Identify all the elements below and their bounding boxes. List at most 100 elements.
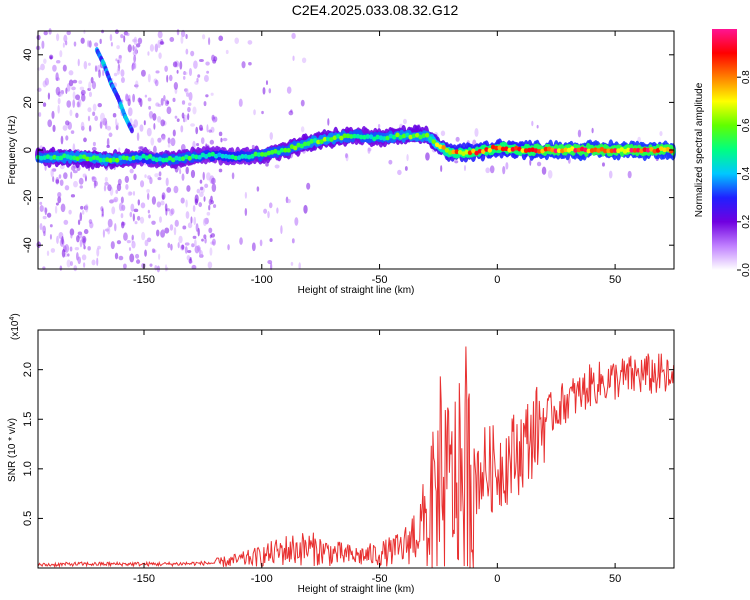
spectrogram-noise-point	[160, 200, 165, 206]
spectrogram-noise-point	[66, 30, 71, 36]
spectrogram-ridge-point	[322, 136, 328, 142]
spectrogram-noise-point	[256, 186, 260, 192]
spectrogram-ridge-point	[335, 133, 341, 139]
spectrogram-noise-point	[99, 38, 102, 45]
snr-x-tick-label: -150	[133, 573, 155, 585]
spectrogram-noise-point	[80, 121, 85, 130]
spectrogram-ridge-point	[220, 153, 225, 159]
spectrogram-noise-point	[116, 67, 121, 75]
spectrogram-noise-point	[455, 136, 460, 142]
spectrogram-y-tick-label: -40	[22, 237, 34, 253]
spectrogram-noise-point	[227, 244, 230, 251]
spectrogram-ridge-point	[609, 148, 615, 154]
spectrogram-noise-point	[88, 219, 93, 224]
spectrogram-noise-point	[132, 213, 135, 222]
spectrogram-noise-point	[46, 250, 50, 257]
spectrogram-noise-point	[103, 184, 107, 192]
spectrogram-noise-point	[79, 86, 85, 91]
spectrogram-noise-point	[55, 202, 59, 206]
spectrogram-ridge-point	[203, 154, 209, 159]
spectrogram-noise-point	[220, 137, 223, 143]
spectrogram-noise-point	[49, 224, 53, 228]
spectrogram-x-tick-label: -50	[372, 274, 388, 286]
spectrogram-ridge-point	[576, 147, 582, 153]
spectrogram-noise-point	[72, 143, 76, 153]
spectrogram-noise-point	[178, 235, 183, 244]
spectrogram-ridge-point	[167, 155, 173, 161]
spectrogram-noise-point	[190, 216, 193, 224]
spectrogram-ridge-point	[513, 145, 519, 151]
spectrogram-noise-point	[83, 29, 86, 34]
spectrogram-noise-point	[91, 81, 97, 90]
colorbar-tick-label: 0.8	[741, 70, 750, 84]
spectrogram-noise-point	[298, 262, 301, 270]
spectrogram-ridge-point	[342, 133, 347, 139]
spectrogram-noise-point	[231, 172, 235, 180]
spectrogram-noise-point	[159, 41, 165, 45]
spectrogram-x-tick-label: -150	[133, 274, 155, 286]
spectrogram-noise-point	[120, 69, 125, 77]
spectrogram-noise-point	[59, 265, 63, 271]
spectrogram-noise-point	[147, 97, 152, 102]
spectrogram-noise-point	[151, 196, 157, 205]
spectrogram-noise-point	[83, 60, 88, 70]
spectrogram-noise-point	[129, 253, 135, 263]
spectrogram-noise-point	[367, 147, 372, 152]
spectrogram-noise-point	[161, 194, 165, 200]
spectrogram-noise-point	[153, 123, 156, 130]
spectrogram-noise-point	[79, 185, 83, 189]
spectrogram-ridge-point	[91, 155, 97, 160]
spectrogram-ridge-point	[177, 156, 183, 162]
spectrogram-ridge-point	[213, 153, 219, 159]
spectrogram-noise-point	[75, 112, 79, 119]
spectrogram-ridge-point	[85, 156, 90, 162]
spectrogram-noise-point	[210, 92, 214, 96]
spectrogram-ridge-point	[306, 141, 311, 146]
spectrogram-noise-point	[69, 246, 73, 252]
spectrogram-ridge-point	[319, 139, 324, 145]
spectrogram-noise-point	[78, 80, 83, 85]
spectrogram-noise-point	[128, 191, 133, 195]
spectrogram-noise-point	[182, 75, 186, 80]
spectrogram-ridge-point	[507, 147, 512, 153]
spectrogram-ridge-point	[302, 141, 308, 147]
spectrogram-ridge-point	[642, 147, 647, 153]
spectrogram-y-tick-label: 40	[22, 49, 34, 61]
spectrogram-ridge-point	[121, 155, 126, 161]
spectrogram-noise-point	[157, 116, 162, 123]
spectrogram-noise-point	[406, 154, 409, 162]
spectrogram-ridge-point	[101, 157, 107, 163]
chart-title: C2E4.2025.033.08.32.G12	[291, 2, 459, 18]
spectrogram-noise-point	[208, 37, 211, 46]
spectrogram-noise-point	[203, 101, 207, 107]
spectrogram-ridge-point	[164, 157, 169, 163]
spectrogram-noise-point	[118, 255, 124, 261]
spectrogram-ridge-point	[454, 149, 460, 155]
spectrogram-noise-point	[208, 205, 211, 211]
spectrogram-noise-point	[164, 264, 168, 272]
spectrogram-noise-point	[106, 137, 110, 147]
spectrogram-noise-point	[208, 227, 213, 234]
spectrogram-noise-point	[55, 72, 59, 82]
snr-y-label: SNR (10 * v/v)	[7, 418, 18, 482]
spectrogram-noise-point	[92, 141, 96, 147]
spectrogram-noise-point	[126, 240, 131, 244]
spectrogram-noise-point	[265, 80, 268, 86]
spectrogram-ridge-point	[55, 155, 60, 161]
spectrogram-ridge-point	[411, 133, 417, 139]
spectrogram-noise-point	[143, 120, 146, 126]
spectrogram-noise-point	[135, 253, 140, 259]
spectrogram-noise-point	[204, 237, 207, 244]
spectrogram-ridge-point	[362, 134, 367, 140]
spectrogram-noise-point	[101, 208, 104, 217]
spectrogram-noise-point	[300, 126, 305, 133]
spectrogram-noise-point	[123, 263, 127, 269]
spectrogram-noise-point	[202, 218, 207, 226]
spectrogram-noise-point	[77, 58, 80, 67]
spectrogram-noise-point	[208, 198, 212, 206]
spectrogram-noise-point	[81, 209, 85, 215]
spectrogram-noise-point	[81, 94, 86, 102]
spectrogram-noise-point	[199, 186, 204, 191]
spectrogram-noise-point	[261, 110, 264, 115]
spectrogram-noise-point	[73, 180, 78, 188]
